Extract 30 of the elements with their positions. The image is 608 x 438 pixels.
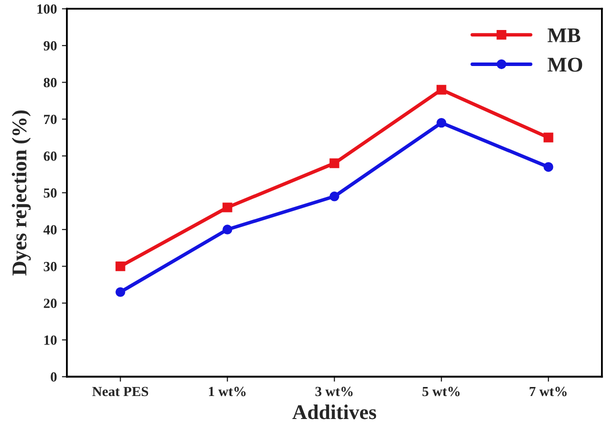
- y-tick-label: 70: [44, 114, 57, 124]
- point: [116, 287, 126, 297]
- point: [116, 261, 126, 272]
- y-tick-label: 40: [43, 225, 57, 234]
- y-tick-label: 90: [44, 41, 57, 51]
- point: [436, 118, 446, 128]
- x-tick-label: 1 wt%: [209, 386, 246, 396]
- y-tick-label: 30: [44, 262, 57, 272]
- point: [222, 224, 232, 234]
- y-tick-label: 50: [44, 188, 57, 198]
- y-tick-label: 80: [44, 78, 57, 88]
- y-tick-label: 20: [44, 298, 57, 308]
- point: [222, 202, 232, 212]
- y-tick-label: 60: [44, 152, 57, 161]
- legend-label: MB: [548, 28, 580, 42]
- x-tick-label: 7 wt%: [530, 386, 567, 396]
- x-tick-label: 3 wt%: [315, 386, 353, 396]
- point: [544, 132, 554, 142]
- x-axis-title: Additives: [292, 404, 376, 420]
- point: [544, 162, 554, 172]
- point: [330, 158, 340, 168]
- point: [436, 84, 446, 95]
- y-tick-label: 10: [44, 335, 57, 345]
- legend-label: MO: [548, 58, 582, 72]
- y-tick-label: 0: [50, 372, 57, 382]
- x-tick-label: Neat PES: [92, 386, 148, 396]
- x-tick-label: 5 wt%: [422, 386, 460, 396]
- y-tick-label: 100: [37, 4, 57, 14]
- point: [330, 192, 340, 202]
- y-axis-title: Dyes rejection (%): [12, 110, 31, 276]
